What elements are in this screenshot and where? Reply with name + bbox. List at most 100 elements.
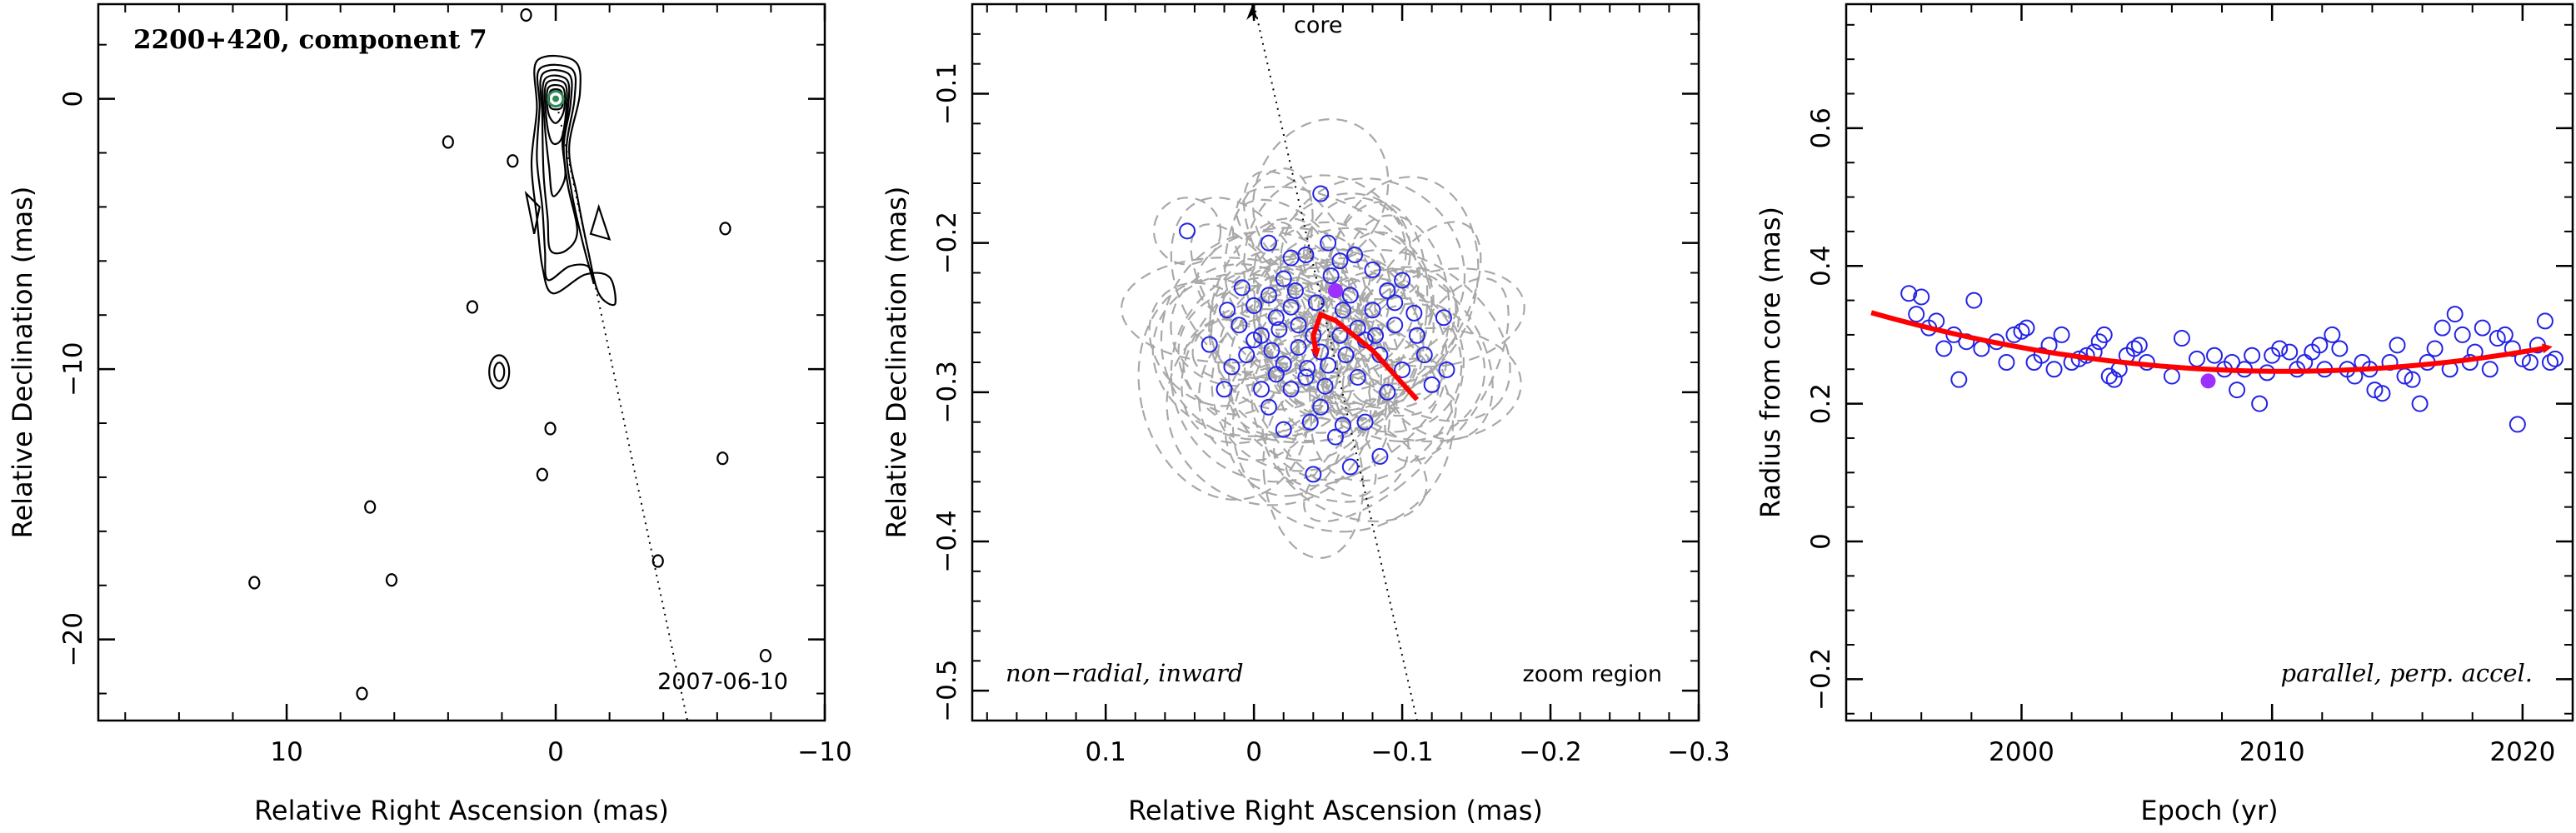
position-point (1290, 317, 1307, 334)
radius-point (2374, 385, 2391, 402)
radius-point (2125, 340, 2143, 357)
position-point (1364, 261, 1381, 278)
contour-level (536, 63, 595, 285)
zoom-ticks: 0.1 0 −0.1 −0.2 −0.3 −0.1 −0.2 −0.3 −0.4 −0.5 (932, 3, 1730, 767)
zoom-region-label: zoom region (1523, 661, 1662, 687)
y-tick-label: 0.6 (1806, 107, 1836, 148)
position-point (1356, 413, 1374, 431)
core-dot (552, 95, 560, 102)
error-ellipse (1346, 221, 1482, 406)
contour-island (719, 222, 731, 236)
fit-curve (1870, 310, 2553, 374)
y-tick-label: −0.5 (932, 660, 962, 722)
y-tick-label: 0 (58, 91, 88, 107)
core-circle (547, 90, 565, 108)
radius-point (2251, 395, 2269, 412)
radius-point (2546, 350, 2564, 367)
error-ellipse (1339, 214, 1450, 392)
error-ellipse (1152, 197, 1222, 266)
radius-y-axis-label: Radius from core (mas) (1755, 207, 1786, 518)
contour-level (530, 54, 617, 307)
jet-direction-line (555, 98, 689, 721)
position-points (1179, 185, 1455, 483)
y-tick-label: −0.3 (932, 361, 962, 423)
zoom-panel: 0.1 0 −0.1 −0.2 −0.3 −0.1 −0.2 −0.3 −0.4 −0.5 cor… (881, 2, 1730, 826)
contour-island (442, 135, 454, 149)
radius-point (2404, 371, 2421, 388)
position-point (1334, 302, 1351, 319)
error-ellipse (1236, 186, 1421, 301)
error-ellipse (1166, 307, 1372, 506)
contour-map (524, 54, 617, 307)
y-tick-label: −0.2 (932, 212, 962, 274)
error-ellipse (1258, 248, 1422, 423)
radius-point (2018, 319, 2035, 337)
radius-point (2173, 330, 2190, 347)
radius-point (2481, 361, 2499, 378)
error-ellipse (1261, 371, 1410, 503)
position-point (1327, 428, 1344, 446)
contour-y-axis-label: Relative Declination (mas) (7, 187, 38, 539)
position-point (1219, 302, 1236, 319)
radius-point (2536, 312, 2554, 330)
x-tick-label: 0.1 (1086, 737, 1126, 767)
contour-island (536, 467, 548, 481)
radius-point (2474, 319, 2491, 337)
core-label: core (1294, 12, 1342, 38)
contour-island (716, 451, 729, 466)
position-point (1322, 267, 1340, 285)
y-tick-label: −0.4 (932, 510, 962, 572)
radius-point (1913, 288, 1930, 306)
position-point (1253, 381, 1271, 398)
contour-island (248, 576, 261, 590)
x-tick-label: 2000 (1989, 737, 2054, 767)
y-tick-label: 0 (1806, 533, 1836, 550)
error-ellipse (1256, 252, 1335, 329)
error-ellipse (1325, 176, 1480, 385)
radius-point (2271, 340, 2289, 357)
error-ellipse (1318, 297, 1486, 443)
contour-island (507, 154, 519, 168)
highlight-point (2200, 373, 2216, 389)
x-tick-label: −10 (797, 737, 851, 767)
position-point (1282, 381, 1300, 398)
contour-island (520, 7, 532, 22)
radius-point (2496, 326, 2514, 343)
error-ellipse (1243, 347, 1377, 497)
position-point (1275, 270, 1292, 287)
radius-point (2324, 326, 2341, 343)
position-point (1260, 287, 1277, 304)
y-tick-label: −0.2 (1806, 648, 1836, 711)
zoom-y-axis-label: Relative Declination (mas) (881, 187, 912, 539)
position-point (1346, 247, 1364, 263)
radius-point (2053, 326, 2070, 343)
position-point (1271, 321, 1288, 338)
error-ellipse (1279, 338, 1371, 434)
position-point (1379, 383, 1396, 401)
position-point (1320, 234, 1337, 252)
error-ellipse (1262, 389, 1365, 559)
position-point (1267, 309, 1285, 327)
position-point (1301, 413, 1319, 431)
radius-point (1900, 285, 1918, 302)
error-ellipse (1208, 248, 1350, 411)
contour-island (364, 500, 377, 514)
radius-point (2389, 337, 2406, 354)
error-ellipses (1121, 117, 1525, 559)
position-point (1334, 416, 1351, 434)
error-ellipse (1303, 390, 1457, 522)
error-ellipse (1272, 411, 1428, 522)
core-marker (547, 90, 565, 108)
radius-point (2229, 382, 2246, 399)
position-point (1233, 279, 1251, 297)
position-point (1341, 287, 1359, 304)
radius-panel-label: parallel, perp. accel. (2281, 659, 2533, 687)
contour-island (488, 354, 511, 390)
position-point (1394, 272, 1411, 289)
contour-ticks: 10 0 −10 0 −10 −20 (58, 4, 852, 767)
error-ellipse (1384, 277, 1510, 462)
x-tick-label: 2010 (2239, 737, 2305, 767)
position-point (1312, 398, 1330, 416)
radius-point (1965, 292, 1983, 309)
position-point (1405, 304, 1423, 322)
